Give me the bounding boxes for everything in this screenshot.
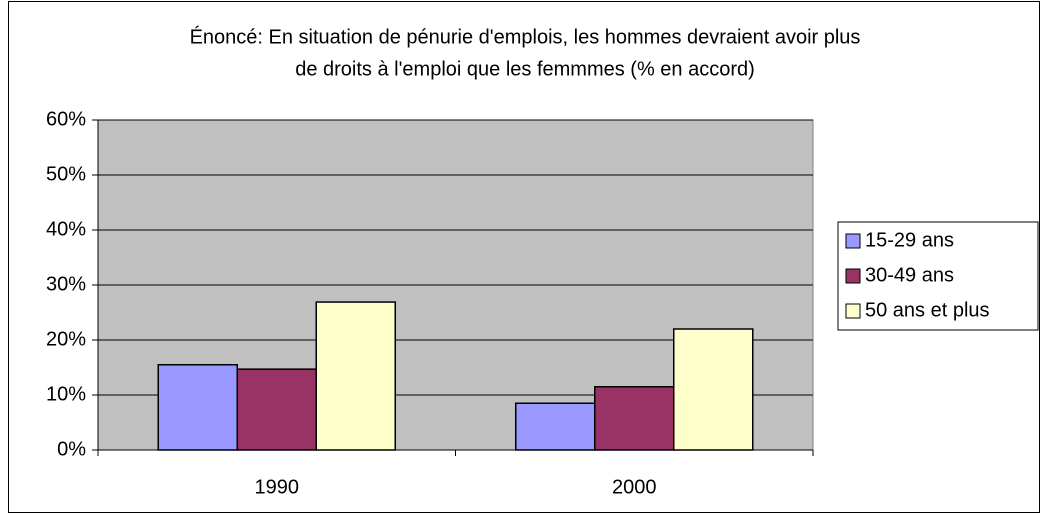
legend-label: 30-49 ans bbox=[865, 264, 954, 286]
bar bbox=[315, 301, 396, 451]
legend-label: 50 ans et plus bbox=[865, 299, 990, 321]
legend-swatch bbox=[845, 233, 861, 249]
x-tick-label: 1990 bbox=[255, 476, 300, 498]
y-tick-label: 10% bbox=[46, 383, 86, 405]
y-tick-label: 30% bbox=[46, 273, 86, 295]
legend-box bbox=[837, 221, 1039, 331]
legend-swatch bbox=[845, 268, 861, 284]
bar bbox=[157, 364, 238, 451]
y-tick-label: 40% bbox=[46, 218, 86, 240]
legend-swatch bbox=[845, 303, 861, 319]
bar bbox=[236, 368, 317, 451]
y-tick-label: 50% bbox=[46, 163, 86, 185]
legend-label: 15-29 ans bbox=[865, 229, 954, 251]
chart-title: Énoncé: En situation de pénurie d'emploi… bbox=[190, 25, 861, 48]
bar bbox=[515, 402, 596, 451]
bar bbox=[594, 386, 675, 451]
y-tick-label: 20% bbox=[46, 328, 86, 350]
y-tick-label: 60% bbox=[46, 108, 86, 130]
x-tick-label: 2000 bbox=[612, 476, 657, 498]
chart-title: de droits à l'emploi que les femmmes (% … bbox=[295, 58, 755, 80]
y-tick-label: 0% bbox=[57, 438, 86, 460]
bar bbox=[673, 328, 754, 451]
